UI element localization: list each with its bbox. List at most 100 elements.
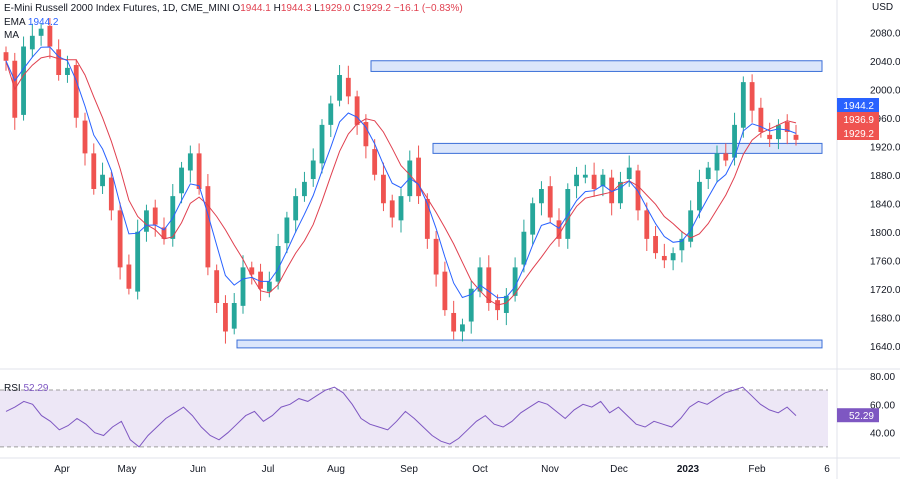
- price-label-box: [837, 126, 879, 140]
- candle-body: [47, 25, 53, 47]
- rsi-y-tick-label: 40.00: [870, 429, 895, 440]
- candle-body: [784, 122, 790, 132]
- candle-body: [231, 303, 237, 329]
- rsi-legend-value: 52.29: [23, 383, 49, 394]
- y-tick-label: 1840.0: [870, 199, 900, 210]
- candle-body: [354, 96, 360, 125]
- candle-body: [460, 324, 465, 332]
- candle-body: [205, 186, 211, 268]
- candle-body: [644, 210, 650, 239]
- candle-body: [38, 28, 44, 36]
- candle-body: [126, 264, 132, 289]
- candle-body: [705, 167, 711, 180]
- candle-body: [266, 281, 272, 292]
- y-tick-label: 2000.0: [870, 85, 900, 96]
- candle-body: [442, 271, 448, 311]
- candle-body: [372, 149, 378, 175]
- low-value: 1929.0: [319, 3, 351, 14]
- y-tick-label: 1640.0: [870, 342, 900, 353]
- candle-body: [135, 231, 141, 292]
- y-tick-label: 1920.0: [870, 142, 900, 153]
- candle-body: [416, 157, 421, 197]
- candle-body: [732, 124, 737, 158]
- x-tick-label: Jun: [190, 464, 206, 475]
- rsi-line: [5, 386, 797, 448]
- x-tick-label: Jul: [262, 464, 275, 475]
- sr-zone[interactable]: [370, 60, 823, 72]
- candle-body: [433, 238, 439, 275]
- high-value: 1944.3: [280, 3, 312, 14]
- x-tick-label: Aug: [327, 464, 345, 475]
- candle-body: [486, 267, 492, 303]
- ma-line: [5, 55, 797, 306]
- ma-legend[interactable]: MA: [4, 30, 19, 41]
- candle-body: [302, 181, 307, 197]
- candle-body: [670, 253, 676, 261]
- candle-body: [723, 153, 729, 161]
- candle-body: [73, 65, 79, 118]
- candle-body: [688, 210, 694, 242]
- candle-body: [582, 174, 588, 178]
- price-label-last: 1929.2: [837, 126, 879, 140]
- candle-body: [240, 267, 246, 306]
- ema-label: EMA: [4, 17, 26, 28]
- candle-body: [100, 174, 105, 187]
- candle-body: [776, 124, 781, 140]
- candle-body: [398, 196, 404, 221]
- candle-body: [740, 82, 746, 128]
- candle-body: [503, 295, 509, 313]
- candle-body: [152, 207, 158, 225]
- y-tick-label: 1960.0: [870, 114, 900, 125]
- x-tick-label: Feb: [748, 464, 766, 475]
- open-label: O: [232, 3, 241, 14]
- close-value: 1929.2: [360, 3, 391, 14]
- y-tick-label: 2040.0: [870, 57, 900, 68]
- candle-body: [3, 52, 9, 61]
- price-label-ma: 1936.9: [837, 112, 879, 126]
- price-label-text: 1944.2: [843, 101, 874, 112]
- y-tick-label: 1800.0: [870, 228, 900, 239]
- candle-body: [626, 167, 632, 180]
- candle-body: [547, 186, 553, 218]
- candle-body: [345, 77, 351, 97]
- candle-body: [389, 200, 395, 218]
- candle-body: [82, 120, 88, 154]
- candle-body: [310, 160, 316, 180]
- x-tick-label: Oct: [472, 464, 488, 475]
- rsi-y-tick-label: 60.00: [870, 400, 895, 411]
- candle-body: [293, 196, 299, 221]
- high-label: H: [273, 3, 281, 14]
- candle-body: [424, 198, 430, 239]
- y-tick-label: 1720.0: [870, 285, 900, 296]
- x-tick-label: Nov: [541, 464, 559, 475]
- candle-body: [363, 122, 369, 147]
- sr-zone[interactable]: [432, 142, 823, 154]
- candle-body: [29, 35, 35, 50]
- price-label-box: [837, 98, 879, 112]
- candle-body: [758, 107, 764, 132]
- y-tick-label: 2080.0: [870, 28, 900, 39]
- x-tick-label: Sep: [400, 464, 418, 475]
- ema-line: [5, 46, 797, 299]
- candle-body: [91, 153, 97, 189]
- rsi-label: RSI: [4, 383, 21, 394]
- y-tick-label: 1880.0: [870, 171, 900, 182]
- candle-body: [117, 210, 123, 268]
- candle-body: [539, 189, 544, 204]
- rsi-value-box: [837, 408, 879, 423]
- candle-body: [591, 174, 597, 189]
- candle-body: [749, 82, 755, 111]
- sr-zone[interactable]: [236, 339, 823, 349]
- candle-body: [477, 267, 483, 292]
- candle-body: [275, 246, 281, 282]
- candle-body: [618, 181, 623, 204]
- candle-body: [214, 270, 220, 303]
- candle-body: [179, 167, 184, 194]
- x-tick-label: Dec: [610, 464, 628, 475]
- rsi-value-text: 52.29: [849, 411, 874, 422]
- rsi-legend[interactable]: RSI 52.29: [4, 383, 48, 394]
- candle-body: [21, 46, 26, 115]
- ema-legend[interactable]: EMA 1944.2: [4, 17, 59, 28]
- candle-body: [56, 49, 62, 75]
